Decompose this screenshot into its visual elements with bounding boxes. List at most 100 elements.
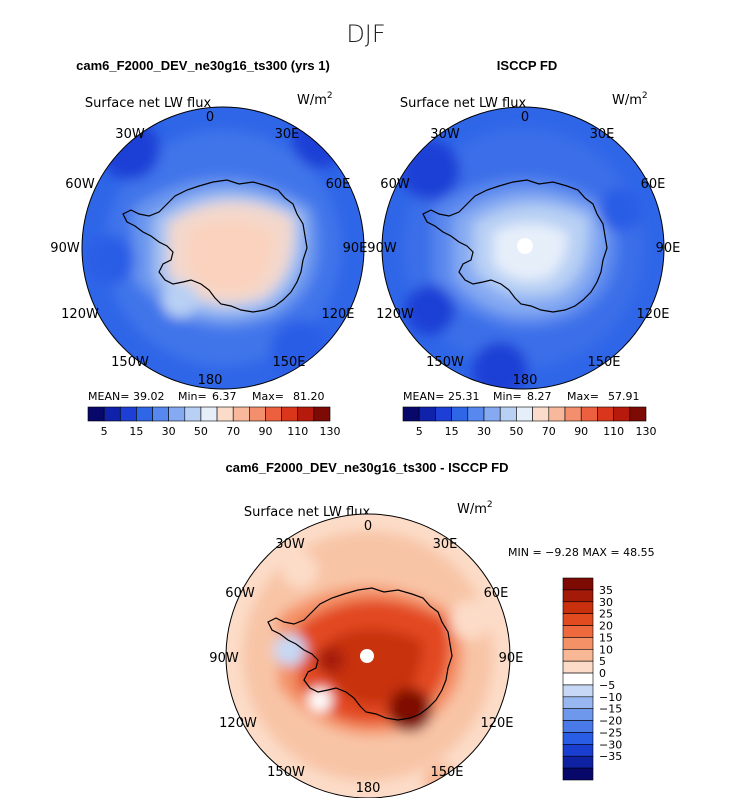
colorbar-label: 5 xyxy=(599,655,606,668)
colorbar-label: 50 xyxy=(509,425,523,438)
colorbar-label: −25 xyxy=(599,726,622,739)
colorbar-swatch xyxy=(562,660,594,674)
svg-text:90E: 90E xyxy=(343,241,368,256)
panel-model: cam6_F2000_DEV_ne30g16_ts300 (yrs 1) Sur… xyxy=(50,58,367,438)
panel-obs-stats: MEAN= 25.31 Min= 8.27 Max= 57.91 xyxy=(403,390,640,403)
panel-obs-units: W/m2 xyxy=(612,91,648,108)
svg-text:90W: 90W xyxy=(367,241,397,256)
colorbar-swatch xyxy=(562,577,594,591)
colorbar-label: 30 xyxy=(477,425,491,438)
colorbar-swatch xyxy=(562,708,594,721)
svg-text:90W: 90W xyxy=(50,241,80,256)
svg-text:Max=: Max= xyxy=(252,390,284,403)
colorbar-swatch xyxy=(562,672,594,686)
colorbar-swatch xyxy=(597,406,614,422)
colorbar-label: 130 xyxy=(636,425,657,438)
colorbar-swatch xyxy=(184,406,202,422)
colorbar-swatch xyxy=(200,406,218,422)
colorbar-swatch xyxy=(418,406,436,422)
colorbar-swatch xyxy=(232,406,250,422)
svg-text:60E: 60E xyxy=(641,177,666,192)
colorbar-label: 15 xyxy=(445,425,459,438)
svg-text:6.37: 6.37 xyxy=(212,390,237,403)
svg-text:0: 0 xyxy=(521,110,529,125)
panel-obs-map xyxy=(382,107,664,389)
svg-text:60W: 60W xyxy=(380,177,410,192)
colorbar-swatch xyxy=(562,648,594,662)
colorbar-swatch xyxy=(548,406,566,422)
panel-diff-lon-labels: 0 30E 60E 90E 120E 150E 180 150W 120W 90… xyxy=(209,519,523,796)
colorbar-label: 30 xyxy=(162,425,176,438)
colorbar-swatch xyxy=(562,696,594,710)
colorbar-swatch xyxy=(451,406,469,422)
panel-model-stats: MEAN= 39.02 Min= 6.37 Max= 81.20 xyxy=(88,390,325,403)
colorbar-swatch xyxy=(216,406,234,422)
svg-text:120W: 120W xyxy=(61,307,99,322)
colorbar-swatch xyxy=(119,406,137,422)
svg-text:150E: 150E xyxy=(430,765,463,780)
colorbar-swatch xyxy=(265,406,282,422)
panel-diff: cam6_F2000_DEV_ne30g16_ts300 - ISCCP FD … xyxy=(209,460,655,799)
svg-text:57.91: 57.91 xyxy=(608,390,640,403)
svg-text:180: 180 xyxy=(513,373,538,388)
colorbar-swatch xyxy=(562,732,594,745)
colorbar-swatch xyxy=(562,625,594,638)
colorbar-label: 10 xyxy=(599,643,613,656)
colorbar-label: 15 xyxy=(129,425,143,438)
colorbar-swatch xyxy=(168,406,186,422)
panel-model-variable: Surface net LW flux xyxy=(85,96,212,111)
svg-text:180: 180 xyxy=(356,781,381,796)
colorbar-swatch xyxy=(562,601,594,614)
colorbar-label: 35 xyxy=(599,584,613,597)
svg-text:90E: 90E xyxy=(499,651,524,666)
panel-diff-map xyxy=(226,514,510,798)
svg-text:8.27: 8.27 xyxy=(527,390,552,403)
svg-text:MEAN=: MEAN= xyxy=(88,390,129,403)
svg-text:90E: 90E xyxy=(656,241,681,256)
colorbar-swatch xyxy=(562,720,594,733)
svg-text:30W: 30W xyxy=(275,537,305,552)
svg-text:120E: 120E xyxy=(480,716,513,731)
svg-text:180: 180 xyxy=(198,373,223,388)
colorbar-label: 5 xyxy=(416,425,423,438)
svg-text:120E: 120E xyxy=(636,307,669,322)
svg-text:60W: 60W xyxy=(65,177,95,192)
svg-text:120E: 120E xyxy=(321,307,354,322)
colorbar-label: 15 xyxy=(599,631,613,644)
colorbar-swatch xyxy=(467,406,485,422)
svg-text:120W: 120W xyxy=(219,716,257,731)
colorbar-label: −10 xyxy=(599,691,622,704)
svg-text:150W: 150W xyxy=(426,355,464,370)
panel-obs-colorbar: 5 15 30 50 70 90 110 130 xyxy=(402,406,657,438)
colorbar-swatch xyxy=(313,406,331,422)
colorbar-swatch xyxy=(580,406,598,422)
svg-text:Min=: Min= xyxy=(493,390,522,403)
panel-obs-variable: Surface net LW flux xyxy=(400,96,527,111)
colorbar-swatch xyxy=(562,613,594,626)
colorbar-label: 110 xyxy=(287,425,308,438)
panel-obs-lon-labels: 0 30E 60E 90E 120E 150E 180 150W 120W 90… xyxy=(367,110,680,388)
colorbar-swatch xyxy=(564,406,582,422)
svg-text:39.02: 39.02 xyxy=(133,390,165,403)
svg-text:81.20: 81.20 xyxy=(293,390,325,403)
colorbar-swatch xyxy=(297,406,315,422)
colorbar-label: 0 xyxy=(599,667,606,680)
colorbar-label: 90 xyxy=(574,425,588,438)
colorbar-swatch xyxy=(402,406,420,422)
svg-text:150W: 150W xyxy=(111,355,149,370)
panel-model-title: cam6_F2000_DEV_ne30g16_ts300 (yrs 1) xyxy=(76,58,330,73)
svg-text:150E: 150E xyxy=(587,355,620,370)
svg-text:120W: 120W xyxy=(376,307,414,322)
colorbar-label: 90 xyxy=(258,425,272,438)
panel-diff-variable: Surface net LW flux xyxy=(244,505,371,520)
colorbar-label: −30 xyxy=(599,738,622,751)
svg-text:150W: 150W xyxy=(267,765,305,780)
colorbar-swatch xyxy=(87,406,105,422)
svg-text:30W: 30W xyxy=(430,127,460,142)
colorbar-label: 70 xyxy=(542,425,556,438)
svg-text:25.31: 25.31 xyxy=(448,390,480,403)
panel-diff-units: W/m2 xyxy=(457,500,493,517)
colorbar-swatch xyxy=(483,406,501,422)
svg-text:60W: 60W xyxy=(225,586,255,601)
